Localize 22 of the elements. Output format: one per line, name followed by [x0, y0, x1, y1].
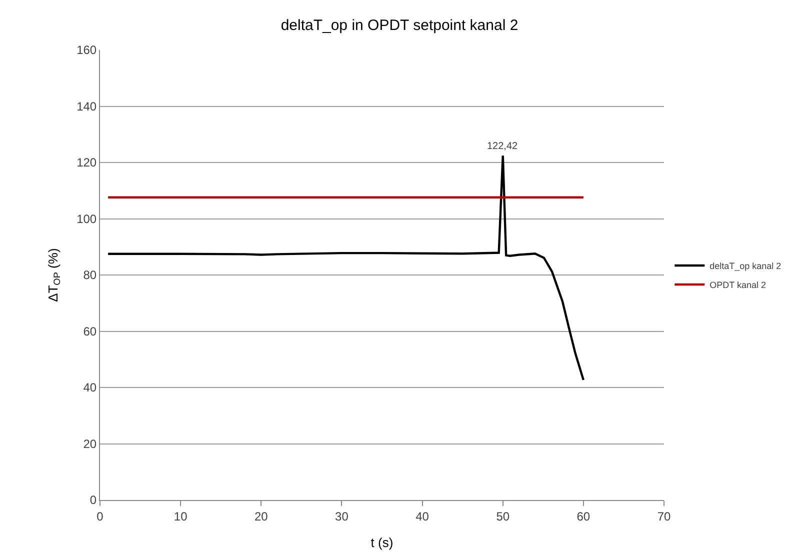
annotation: 122,42	[487, 141, 518, 152]
y-tick-label: 160	[76, 43, 97, 58]
x-axis-title: t (s)	[370, 535, 394, 550]
y-tick-label: 20	[83, 436, 97, 451]
y-tick-label: 140	[76, 99, 97, 114]
y-tick-label: 0	[90, 493, 97, 508]
y-tick-label: 40	[83, 380, 97, 395]
y-tick-label: 80	[83, 268, 97, 282]
legend-label: OPDT kanal 2	[710, 280, 766, 290]
x-tick-label: 60	[576, 509, 590, 524]
x-tick-label: 10	[174, 509, 188, 524]
x-tick-label: 40	[416, 509, 430, 524]
x-tick-label: 20	[254, 509, 268, 524]
y-tick-label: 60	[83, 324, 97, 338]
x-tick-label: 30	[335, 509, 349, 524]
y-tick-label: 120	[76, 156, 97, 170]
x-tick-label: 50	[496, 509, 510, 524]
line-series	[106, 154, 585, 382]
y-tick-label: 100	[76, 212, 97, 226]
x-tick-label: 70	[657, 509, 671, 524]
chart-title: deltaT_op in OPDT setpoint kanal 2	[280, 17, 518, 34]
legend-label: deltaT_op kanal 2	[710, 261, 782, 272]
